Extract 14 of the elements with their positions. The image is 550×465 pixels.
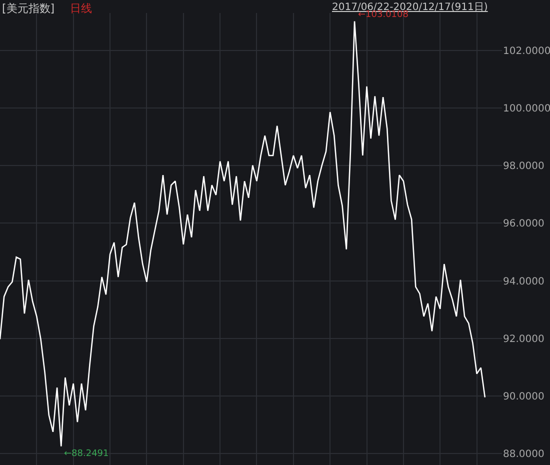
y-tick-label: 98.0000 — [503, 161, 544, 172]
line-series — [0, 20, 486, 447]
y-tick-label: 96.0000 — [503, 218, 544, 230]
chart-subtitle: 日线 — [70, 2, 92, 15]
y-tick-label: 90.0000 — [503, 391, 544, 402]
annotation: ←88.2491 — [64, 449, 109, 459]
annotation: ←103.0108 — [358, 10, 409, 20]
y-tick-label: 94.0000 — [503, 276, 544, 288]
y-tick-label: 88.0000 — [503, 448, 544, 460]
chart-title: [美元指数] — [2, 2, 55, 15]
y-tick-label: 102.0000 — [503, 46, 550, 57]
text: 2017/06/22-2020/12/17(911日) — [332, 2, 488, 13]
y-tick-label: 100.0000 — [503, 104, 550, 115]
y-tick-label: 92.0000 — [503, 334, 544, 345]
